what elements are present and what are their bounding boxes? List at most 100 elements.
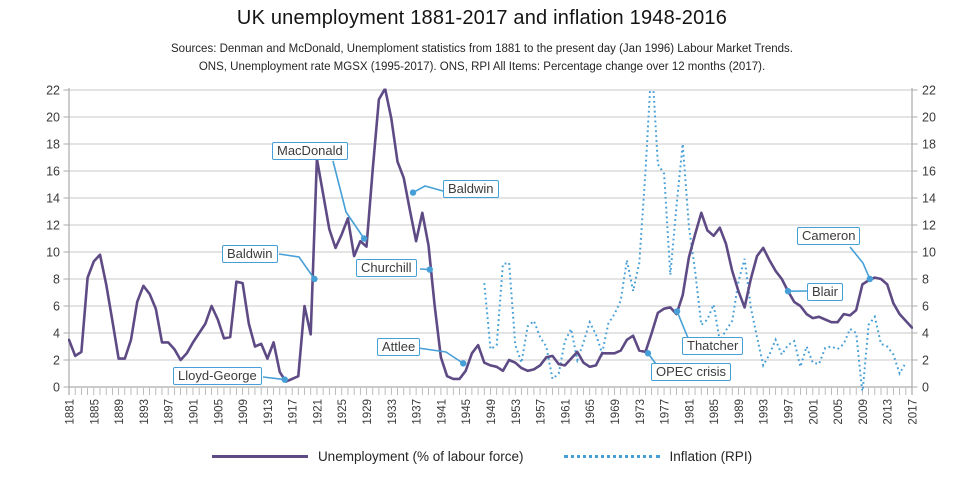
x-tick-label: 1953 <box>511 399 523 425</box>
annotation-dot <box>409 189 417 196</box>
y-tick-label-right: 22 <box>922 84 936 98</box>
y-tick-label-left: 14 <box>46 192 60 206</box>
legend-label-unemployment: Unemployment (% of labour force) <box>317 449 524 464</box>
x-tick-label: 1985 <box>709 399 721 425</box>
y-tick-label-left: 2 <box>53 354 60 368</box>
legend-item-inflation: Inflation (RPI) <box>563 449 753 464</box>
y-tick-label-right: 18 <box>922 138 936 152</box>
x-tick-label: 1889 <box>114 399 126 425</box>
x-tick-label: 1977 <box>660 399 672 425</box>
x-tick-label: 1881 <box>65 399 77 425</box>
chart-title: UK unemployment 1881-2017 and inflation … <box>236 7 728 29</box>
x-tick-label: 1945 <box>461 399 473 425</box>
x-tick-label: 1981 <box>684 399 696 425</box>
annotation-leader <box>278 253 316 280</box>
y-tick-label-left: 0 <box>53 381 60 395</box>
x-tick-label: 2009 <box>858 399 870 425</box>
x-tick-label: 1929 <box>362 399 374 425</box>
legend-label-inflation: Inflation (RPI) <box>669 449 753 464</box>
x-tick-label: 1913 <box>263 399 275 425</box>
x-tick-label: 1989 <box>734 399 746 425</box>
annotation-lloyd-george: Lloyd-George <box>173 367 262 385</box>
annotation-dot <box>644 350 652 357</box>
x-tick-label: 1969 <box>610 399 622 425</box>
annotation-leader <box>417 347 464 365</box>
y-tick-label-left: 8 <box>53 273 60 287</box>
annotation-leader <box>332 160 365 239</box>
annotation-cameron: Cameron <box>797 227 861 245</box>
y-tick-label-left: 6 <box>53 300 60 314</box>
x-tick-label: 2001 <box>808 399 820 425</box>
annotation-dot <box>866 275 874 283</box>
annotation-dot <box>281 376 288 383</box>
annotation-opec-crisis: OPEC crisis <box>651 363 732 381</box>
x-tick-label: 1961 <box>560 399 572 425</box>
x-tick-label: 1937 <box>412 399 424 425</box>
y-tick-label-right: 16 <box>922 165 936 179</box>
x-tick-label: 1893 <box>139 399 151 425</box>
x-tick-label: 2017 <box>908 399 920 425</box>
y-tick-label-left: 22 <box>46 84 60 98</box>
axis-ticks <box>63 89 918 388</box>
annotation-thatcher: Thatcher <box>682 337 744 355</box>
x-tick-label: 1921 <box>312 399 324 425</box>
x-tick-label: 1965 <box>585 399 597 425</box>
y-tick-label-right: 20 <box>922 111 936 125</box>
y-tick-label-right: 2 <box>922 354 929 368</box>
y-tick-label-right: 8 <box>922 273 929 287</box>
x-tick-label: 1941 <box>436 399 448 425</box>
annotation-dot <box>426 266 433 273</box>
chart-sources: Sources: Denman and McDonald, Unemplomen… <box>0 40 964 76</box>
legend-item-unemployment: Unemployment (% of labour force) <box>211 449 524 464</box>
sources-line-1: Sources: Denman and McDonald, Unemplomen… <box>171 43 793 55</box>
x-tick-label: 1901 <box>188 399 200 425</box>
unemployment-line <box>68 88 913 383</box>
annotation-leader <box>849 246 871 280</box>
x-tick-label: 1973 <box>635 399 647 425</box>
x-axis-labels: 1881 1885 1889 1893 1897 1901 1905 1909 1913 1917… <box>65 399 920 425</box>
y-tick-label-right: 14 <box>922 192 936 206</box>
unemployment-line-swatch <box>211 455 308 458</box>
y-tick-label-right: 10 <box>922 246 936 260</box>
y-tick-label-right: 12 <box>922 219 936 233</box>
x-tick-label: 1897 <box>164 399 176 425</box>
annotation-macdonald: MacDonald <box>272 142 348 160</box>
x-tick-label: 1909 <box>238 399 250 425</box>
x-tick-comb <box>68 388 913 395</box>
y-tick-label-left: 20 <box>46 111 60 125</box>
y-tick-label-right: 6 <box>922 300 929 314</box>
y-tick-label-left: 16 <box>46 165 60 179</box>
y-tick-label-left: 10 <box>46 246 60 260</box>
x-tick-label: 2005 <box>833 399 845 425</box>
annotation-dot <box>673 308 681 315</box>
x-tick-label: 1949 <box>486 399 498 425</box>
annotation-dot <box>460 360 467 367</box>
x-tick-label: 1925 <box>337 399 349 425</box>
y-tick-label-right: 0 <box>922 381 929 395</box>
chart-legend: Unemployment (% of labour force) Inflati… <box>0 449 964 464</box>
x-tick-label: 1957 <box>536 399 548 425</box>
annotation-leader <box>262 376 285 381</box>
y-tick-label-left: 4 <box>53 327 60 341</box>
annotation-attlee: Attlee <box>377 338 421 356</box>
annotation-dot <box>360 235 368 242</box>
annotation-dot <box>311 275 318 283</box>
annotation-leader <box>412 185 444 194</box>
annotation-churchill: Churchill <box>356 259 417 277</box>
y-tick-label-left: 12 <box>46 219 60 233</box>
annotation-leaders <box>262 160 874 383</box>
x-tick-label: 1997 <box>784 399 796 425</box>
axis-lines <box>68 88 913 395</box>
annotation-baldwin: Baldwin <box>443 180 499 198</box>
annotation-leader <box>676 311 689 339</box>
inflation-dotted-swatch <box>563 455 660 458</box>
x-tick-label: 1917 <box>288 399 300 425</box>
sources-line-2: ONS, Unemployment rate MGSX (1995-2017).… <box>198 61 766 73</box>
x-tick-label: 1993 <box>759 399 771 425</box>
x-tick-label: 1885 <box>89 399 101 425</box>
x-tick-label: 2013 <box>883 399 895 425</box>
y-tick-label-right: 4 <box>922 327 929 341</box>
x-tick-label: 1933 <box>387 399 399 425</box>
